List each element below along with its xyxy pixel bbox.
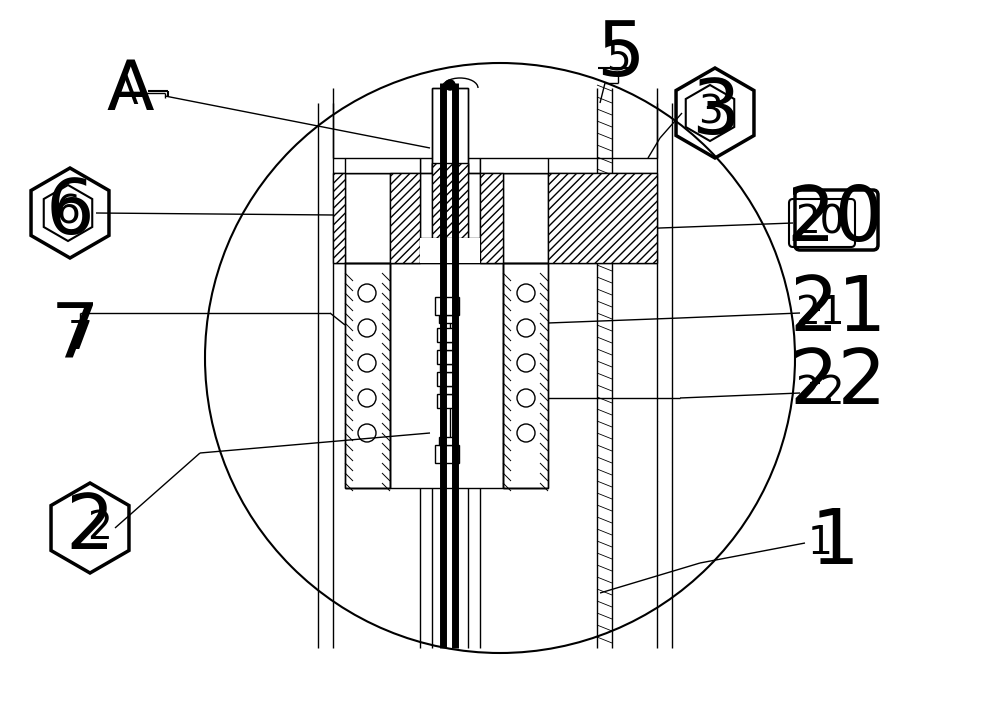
Text: 21: 21 bbox=[795, 294, 845, 332]
Bar bbox=[439, 437, 455, 445]
Bar bbox=[548, 173, 657, 263]
Bar bbox=[432, 88, 468, 173]
Circle shape bbox=[445, 80, 455, 90]
Text: A: A bbox=[106, 58, 154, 124]
Text: 1: 1 bbox=[811, 506, 859, 580]
Text: 3: 3 bbox=[691, 76, 739, 150]
Bar bbox=[503, 263, 548, 488]
Bar bbox=[439, 315, 455, 323]
Text: 5: 5 bbox=[596, 18, 644, 92]
Text: 1: 1 bbox=[808, 524, 832, 562]
Bar bbox=[437, 372, 457, 386]
Bar bbox=[480, 173, 503, 263]
Text: 21: 21 bbox=[789, 273, 887, 347]
Text: 2: 2 bbox=[66, 491, 114, 565]
Text: 6: 6 bbox=[46, 176, 94, 250]
Bar bbox=[437, 328, 457, 342]
Bar bbox=[480, 158, 548, 173]
Bar bbox=[435, 297, 459, 315]
Text: 2: 2 bbox=[88, 509, 112, 547]
Bar bbox=[345, 263, 390, 488]
Text: 5: 5 bbox=[606, 39, 630, 77]
Bar bbox=[440, 386, 454, 394]
Bar bbox=[345, 158, 420, 173]
Bar bbox=[435, 445, 459, 463]
Text: 7: 7 bbox=[51, 301, 99, 375]
Text: 22: 22 bbox=[789, 346, 887, 420]
Bar bbox=[333, 173, 345, 263]
Text: 6: 6 bbox=[56, 194, 80, 232]
Bar bbox=[440, 364, 454, 372]
Text: 20: 20 bbox=[786, 183, 884, 257]
Text: A: A bbox=[112, 74, 138, 112]
Bar bbox=[420, 238, 480, 263]
Bar bbox=[437, 350, 457, 364]
Bar bbox=[437, 394, 457, 408]
Text: 3: 3 bbox=[698, 94, 722, 132]
Bar bbox=[390, 173, 420, 263]
Bar bbox=[432, 163, 468, 238]
Bar bbox=[440, 342, 454, 350]
Text: 7: 7 bbox=[68, 319, 92, 357]
Text: 22: 22 bbox=[795, 374, 845, 412]
Text: 20: 20 bbox=[795, 204, 845, 242]
